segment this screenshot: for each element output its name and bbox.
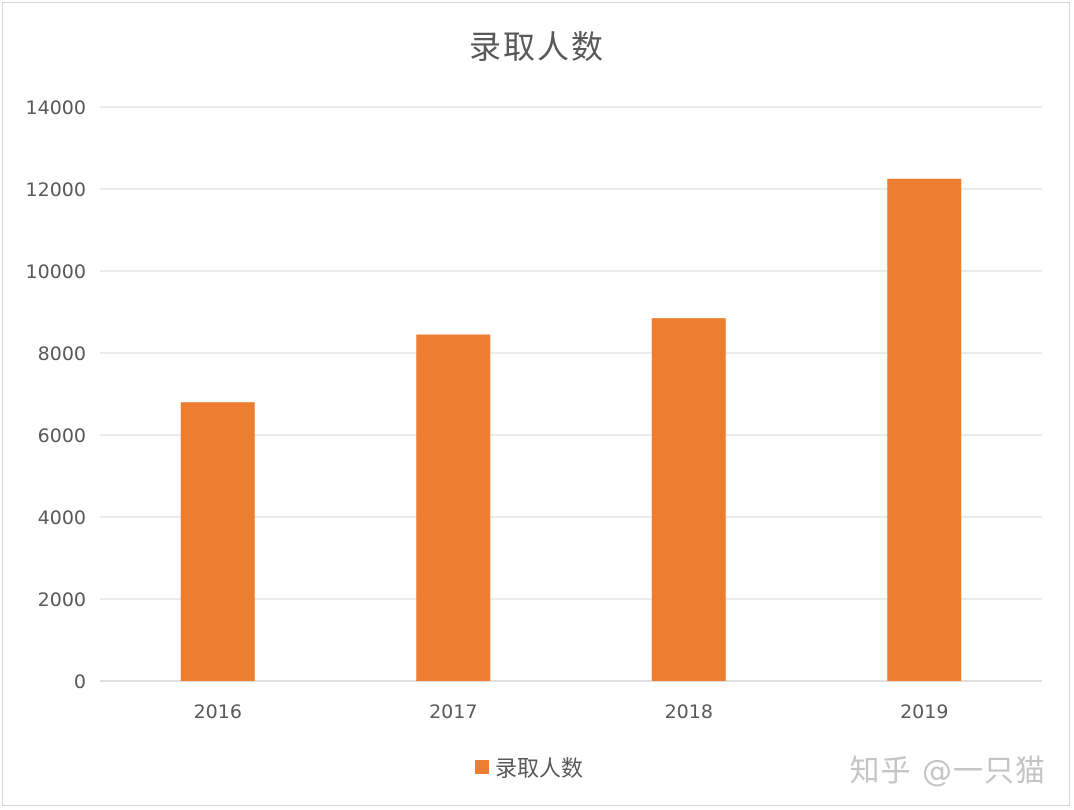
bar [180, 402, 255, 681]
y-tick-label: 6000 [38, 425, 86, 447]
y-tick-label: 12000 [26, 179, 86, 201]
y-tick-label: 0 [74, 671, 86, 693]
chart-title: 录取人数 [468, 28, 605, 66]
x-category-label: 2019 [900, 701, 948, 723]
x-category-label: 2017 [429, 701, 477, 723]
watermark: 知乎 @一只猫 [849, 754, 1046, 789]
y-tick-label: 14000 [26, 97, 86, 119]
bar [651, 318, 726, 681]
x-category-label: 2016 [194, 701, 242, 723]
y-tick-label: 8000 [38, 343, 86, 365]
legend-swatch [475, 760, 489, 774]
y-tick-label: 4000 [38, 507, 86, 529]
legend-label: 录取人数 [495, 757, 584, 782]
x-category-label: 2018 [665, 701, 713, 723]
bar [887, 178, 962, 681]
y-tick-label: 10000 [26, 261, 86, 283]
bar [416, 334, 491, 681]
legend: 录取人数 [475, 752, 583, 782]
y-tick-label: 2000 [38, 589, 86, 611]
